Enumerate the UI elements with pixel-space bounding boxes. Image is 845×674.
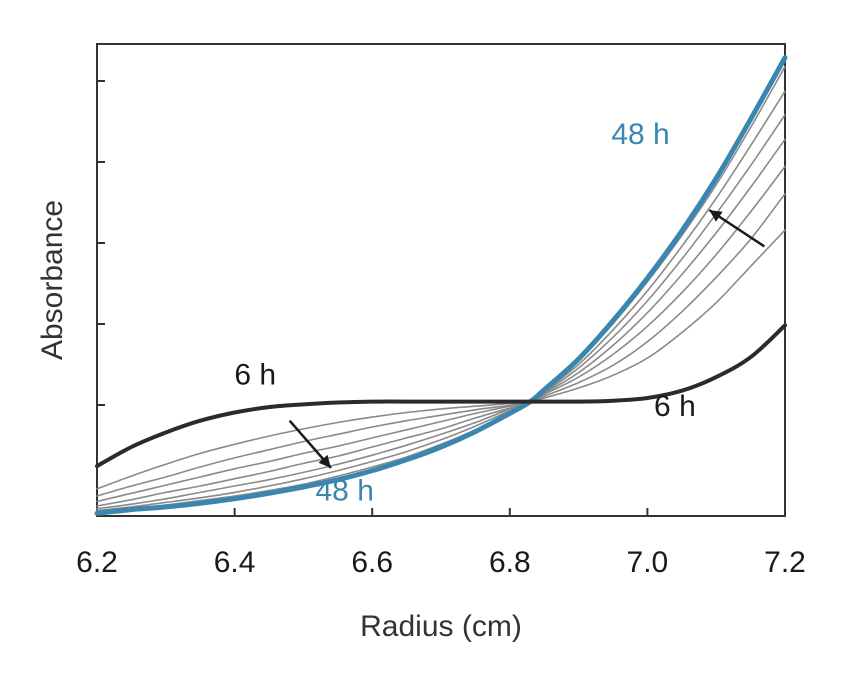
x-tick-label: 7.0 [627, 546, 669, 579]
arrow-head [318, 454, 331, 468]
x-tick-label: 6.8 [489, 546, 531, 579]
x-tick-label: 6.4 [214, 546, 256, 579]
series-line [96, 90, 786, 512]
annotations: 6 h 6 h 48 h 48 h [234, 118, 695, 508]
x-axis-label: Radius (cm) [360, 610, 522, 643]
x-tick-label: 6.6 [351, 546, 393, 579]
series-line-first [95, 323, 787, 469]
y-axis-ticks [97, 80, 105, 406]
series-line [96, 114, 786, 510]
curve-annotation: 48 h [611, 118, 669, 151]
arrows [288, 209, 766, 469]
x-tick-label: 7.2 [764, 546, 806, 579]
plot-frame [96, 43, 786, 517]
series-lines [94, 55, 788, 516]
series-line [96, 229, 786, 490]
curve-annotation: 6 h [234, 358, 276, 391]
series-line-last [94, 55, 788, 516]
series-line [96, 165, 786, 503]
curve-annotation: 6 h [654, 390, 696, 423]
x-axis-ticks [96, 508, 786, 516]
curve-annotation: 48 h [315, 475, 373, 508]
y-axis-label: Absorbance [36, 200, 69, 360]
x-axis-tick-labels: 6.2 6.4 6.6 6.8 7.0 7.2 [76, 546, 806, 579]
x-tick-label: 6.2 [76, 546, 118, 579]
series-line [96, 193, 786, 497]
arrow-head [709, 210, 723, 222]
series-line [96, 138, 786, 507]
